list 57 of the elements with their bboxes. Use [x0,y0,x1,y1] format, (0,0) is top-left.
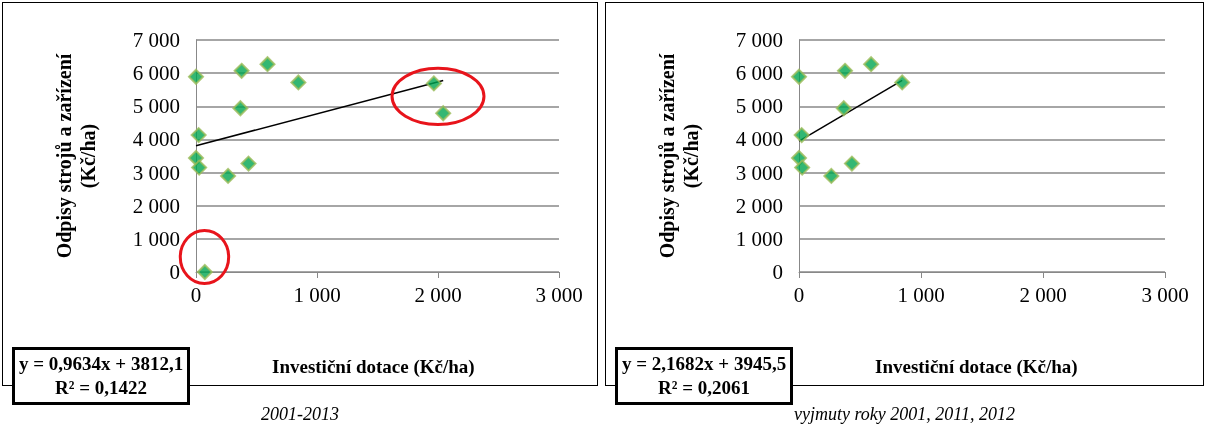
y-axis-title: Odpisy strojů a zařízení (Kč/ha) [53,53,100,259]
text: y = 2,1682x + 3945,5 [622,352,787,376]
point [259,56,276,73]
point [232,100,249,117]
y-tick-label: 7 000 [132,28,180,52]
x-tick-label: 2 000 [414,282,462,307]
point [835,100,852,117]
point [240,155,257,172]
point [863,56,880,73]
point [794,159,811,176]
y-tick-label: 3 000 [132,160,180,185]
y-tick-label: 5 000 [132,94,180,119]
x-tick-label: 0 [793,282,805,307]
x-tick-label: 1 000 [293,282,341,307]
y-tick-label: 0 [772,260,783,284]
y-tick-label: 7 000 [735,28,783,52]
x-tick-label: 3 000 [535,282,583,307]
point [435,105,452,122]
point [791,149,807,166]
y-tick-label: 1 000 [132,226,180,251]
y-tick-label: 6 000 [735,61,783,86]
y-tick-label: 2 000 [132,193,180,218]
x-tick-label: 0 [190,282,202,307]
point [425,75,442,92]
point [894,74,911,91]
y-tick-label: 1 000 [735,226,783,251]
y-tick-label: 0 [169,260,180,284]
y-tick-label: 2 000 [735,193,783,218]
point [793,127,810,144]
point [836,62,853,79]
point [823,167,840,184]
point [220,167,237,184]
point [843,155,860,172]
point [188,68,204,85]
point [191,159,208,176]
point [791,68,807,85]
text: y = 0,9634x + 3812,1 [19,352,184,376]
point [196,264,213,280]
x-tick-label: 3 000 [1141,282,1189,307]
y-tick-label: 4 000 [132,127,180,152]
point [233,62,250,79]
x-axis-title: Investiční dotace (Kč/ha) [875,356,1078,378]
y-tick-label: 5 000 [735,94,783,119]
point [190,127,207,144]
point [290,74,307,91]
y-axis-title: Odpisy strojů a zařízení (Kč/ha) [656,53,703,259]
y-tick-label: 3 000 [735,160,783,185]
text: 2001-2013 [260,404,340,425]
text: R² = 0,2061 [657,376,752,400]
text: R² = 0,1422 [54,376,149,400]
x-tick-label: 1 000 [897,282,945,307]
y-tick-label: 6 000 [132,61,180,86]
x-axis-title: Investiční dotace (Kč/ha) [272,356,475,378]
point [188,149,204,166]
text: vyjmuty roky 2001, 2011, 2012 [793,404,1016,425]
y-tick-label: 4 000 [735,127,783,152]
x-tick-label: 2 000 [1019,282,1067,307]
